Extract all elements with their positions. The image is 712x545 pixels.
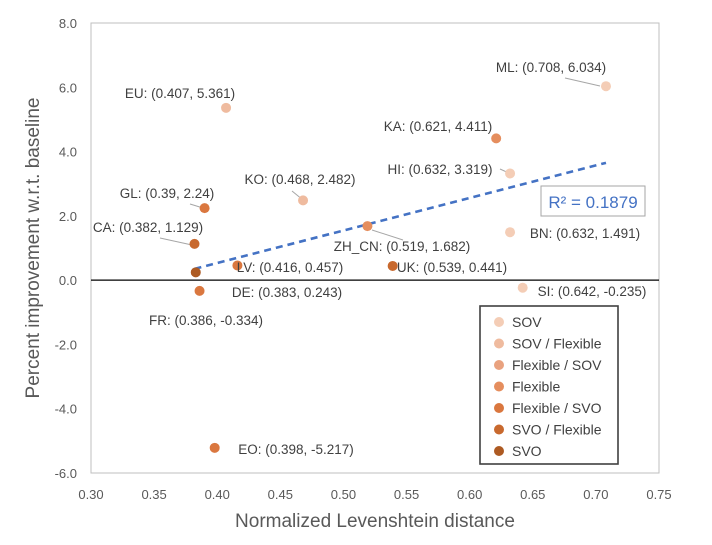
y-tick-label: 8.0 bbox=[59, 16, 77, 31]
data-point-bn bbox=[505, 227, 516, 238]
r-squared-frame bbox=[540, 185, 646, 217]
tick-labels: 0.30 0.35 0.40 0.45 0.50 0.55 0.60 0.65 0.70 0.75… bbox=[55, 16, 672, 502]
data-label: FR: (0.386, -0.334) bbox=[149, 313, 263, 328]
y-tick-label: 6.0 bbox=[59, 80, 77, 95]
legend-label: SOV bbox=[512, 314, 542, 330]
y-tick-label: -2.0 bbox=[55, 337, 77, 352]
y-tick-label: 4.0 bbox=[59, 145, 77, 160]
legend-marker bbox=[494, 360, 504, 370]
data-point-de bbox=[190, 267, 201, 278]
data-point-ca bbox=[189, 238, 200, 249]
data-label: HI: (0.632, 3.319) bbox=[387, 162, 492, 177]
legend-label: Flexible / SOV bbox=[512, 357, 602, 373]
data-label: ZH_CN: (0.519, 1.682) bbox=[334, 239, 471, 254]
legend-label: Flexible / SVO bbox=[512, 400, 602, 416]
data-label: EU: (0.407, 5.361) bbox=[125, 86, 235, 101]
data-point-eu bbox=[221, 102, 232, 113]
r-squared-box: R² = 0.1879 bbox=[540, 185, 646, 217]
x-tick-label: 0.35 bbox=[141, 487, 166, 502]
data-label: GL: (0.39, 2.24) bbox=[120, 186, 215, 201]
data-point-ka bbox=[491, 133, 502, 144]
x-axis-title: Normalized Levenshtein distance bbox=[235, 511, 515, 532]
trendline-group bbox=[194, 161, 607, 271]
x-tick-label: 0.50 bbox=[331, 487, 356, 502]
data-point-ko bbox=[298, 195, 309, 206]
x-tick-label: 0.45 bbox=[268, 487, 293, 502]
data-label: DE: (0.383, 0.243) bbox=[232, 285, 342, 300]
leader-line bbox=[371, 229, 404, 241]
data-label: LV: (0.416, 0.457) bbox=[237, 260, 344, 275]
legend-label: Flexible bbox=[512, 379, 560, 395]
legend-marker bbox=[494, 317, 504, 327]
data-label: CA: (0.382, 1.129) bbox=[93, 220, 203, 235]
x-tick-label: 0.65 bbox=[520, 487, 545, 502]
data-point-fr bbox=[194, 285, 205, 296]
legend-marker bbox=[494, 424, 504, 435]
leader-line bbox=[159, 237, 193, 246]
data-point-hi bbox=[505, 168, 516, 179]
data-point-uk bbox=[387, 260, 398, 271]
legend-marker bbox=[494, 446, 504, 456]
point-labels: ML: (0.708, 6.034) EU: (0.407, 5.361) KA: … bbox=[93, 60, 647, 457]
data-point-eo bbox=[209, 442, 220, 453]
data-point-zh-cn bbox=[362, 221, 373, 232]
x-tick-label: 0.55 bbox=[394, 487, 419, 502]
data-label: KO: (0.468, 2.482) bbox=[244, 172, 355, 187]
axes bbox=[90, 22, 660, 474]
x-tick-label: 0.30 bbox=[78, 487, 103, 502]
data-point-ml bbox=[600, 81, 611, 92]
y-axis-title: Percent improvement w.r.t. baseline bbox=[23, 98, 44, 399]
y-tick-label: -4.0 bbox=[55, 402, 77, 417]
legend-label: SOV / Flexible bbox=[512, 336, 602, 352]
x-tick-label: 0.75 bbox=[646, 487, 671, 502]
data-label: SI: (0.642, -0.235) bbox=[538, 284, 647, 299]
trendline bbox=[194, 161, 607, 271]
data-label: UK: (0.539, 0.441) bbox=[397, 260, 507, 275]
data-points bbox=[189, 81, 611, 453]
data-point-si bbox=[517, 282, 528, 293]
data-point-gl bbox=[199, 203, 210, 214]
r-squared-label: R² = 0.1879 bbox=[548, 193, 637, 212]
legend: SOV SOV / Flexible Flexible / SOV Flexible F… bbox=[479, 305, 619, 465]
leader-line bbox=[564, 77, 601, 87]
legend-label: SVO / Flexible bbox=[512, 422, 602, 438]
x-tick-label: 0.40 bbox=[205, 487, 230, 502]
data-label: BN: (0.632, 1.491) bbox=[530, 226, 640, 241]
y-tick-label: -6.0 bbox=[55, 466, 77, 481]
legend-marker bbox=[494, 338, 504, 349]
x-tick-label: 0.70 bbox=[583, 487, 608, 502]
data-label: ML: (0.708, 6.034) bbox=[496, 60, 606, 75]
data-point-lv bbox=[232, 260, 243, 271]
legend-marker bbox=[494, 403, 504, 413]
legend-label: SVO bbox=[512, 443, 542, 459]
legend-marker bbox=[494, 381, 504, 392]
y-tick-label: 0.0 bbox=[59, 273, 77, 288]
data-label: KA: (0.621, 4.411) bbox=[384, 119, 493, 134]
y-tick-label: 2.0 bbox=[59, 209, 77, 224]
data-label: EO: (0.398, -5.217) bbox=[238, 442, 354, 457]
x-tick-label: 0.60 bbox=[457, 487, 482, 502]
plot-area-border bbox=[90, 22, 660, 474]
